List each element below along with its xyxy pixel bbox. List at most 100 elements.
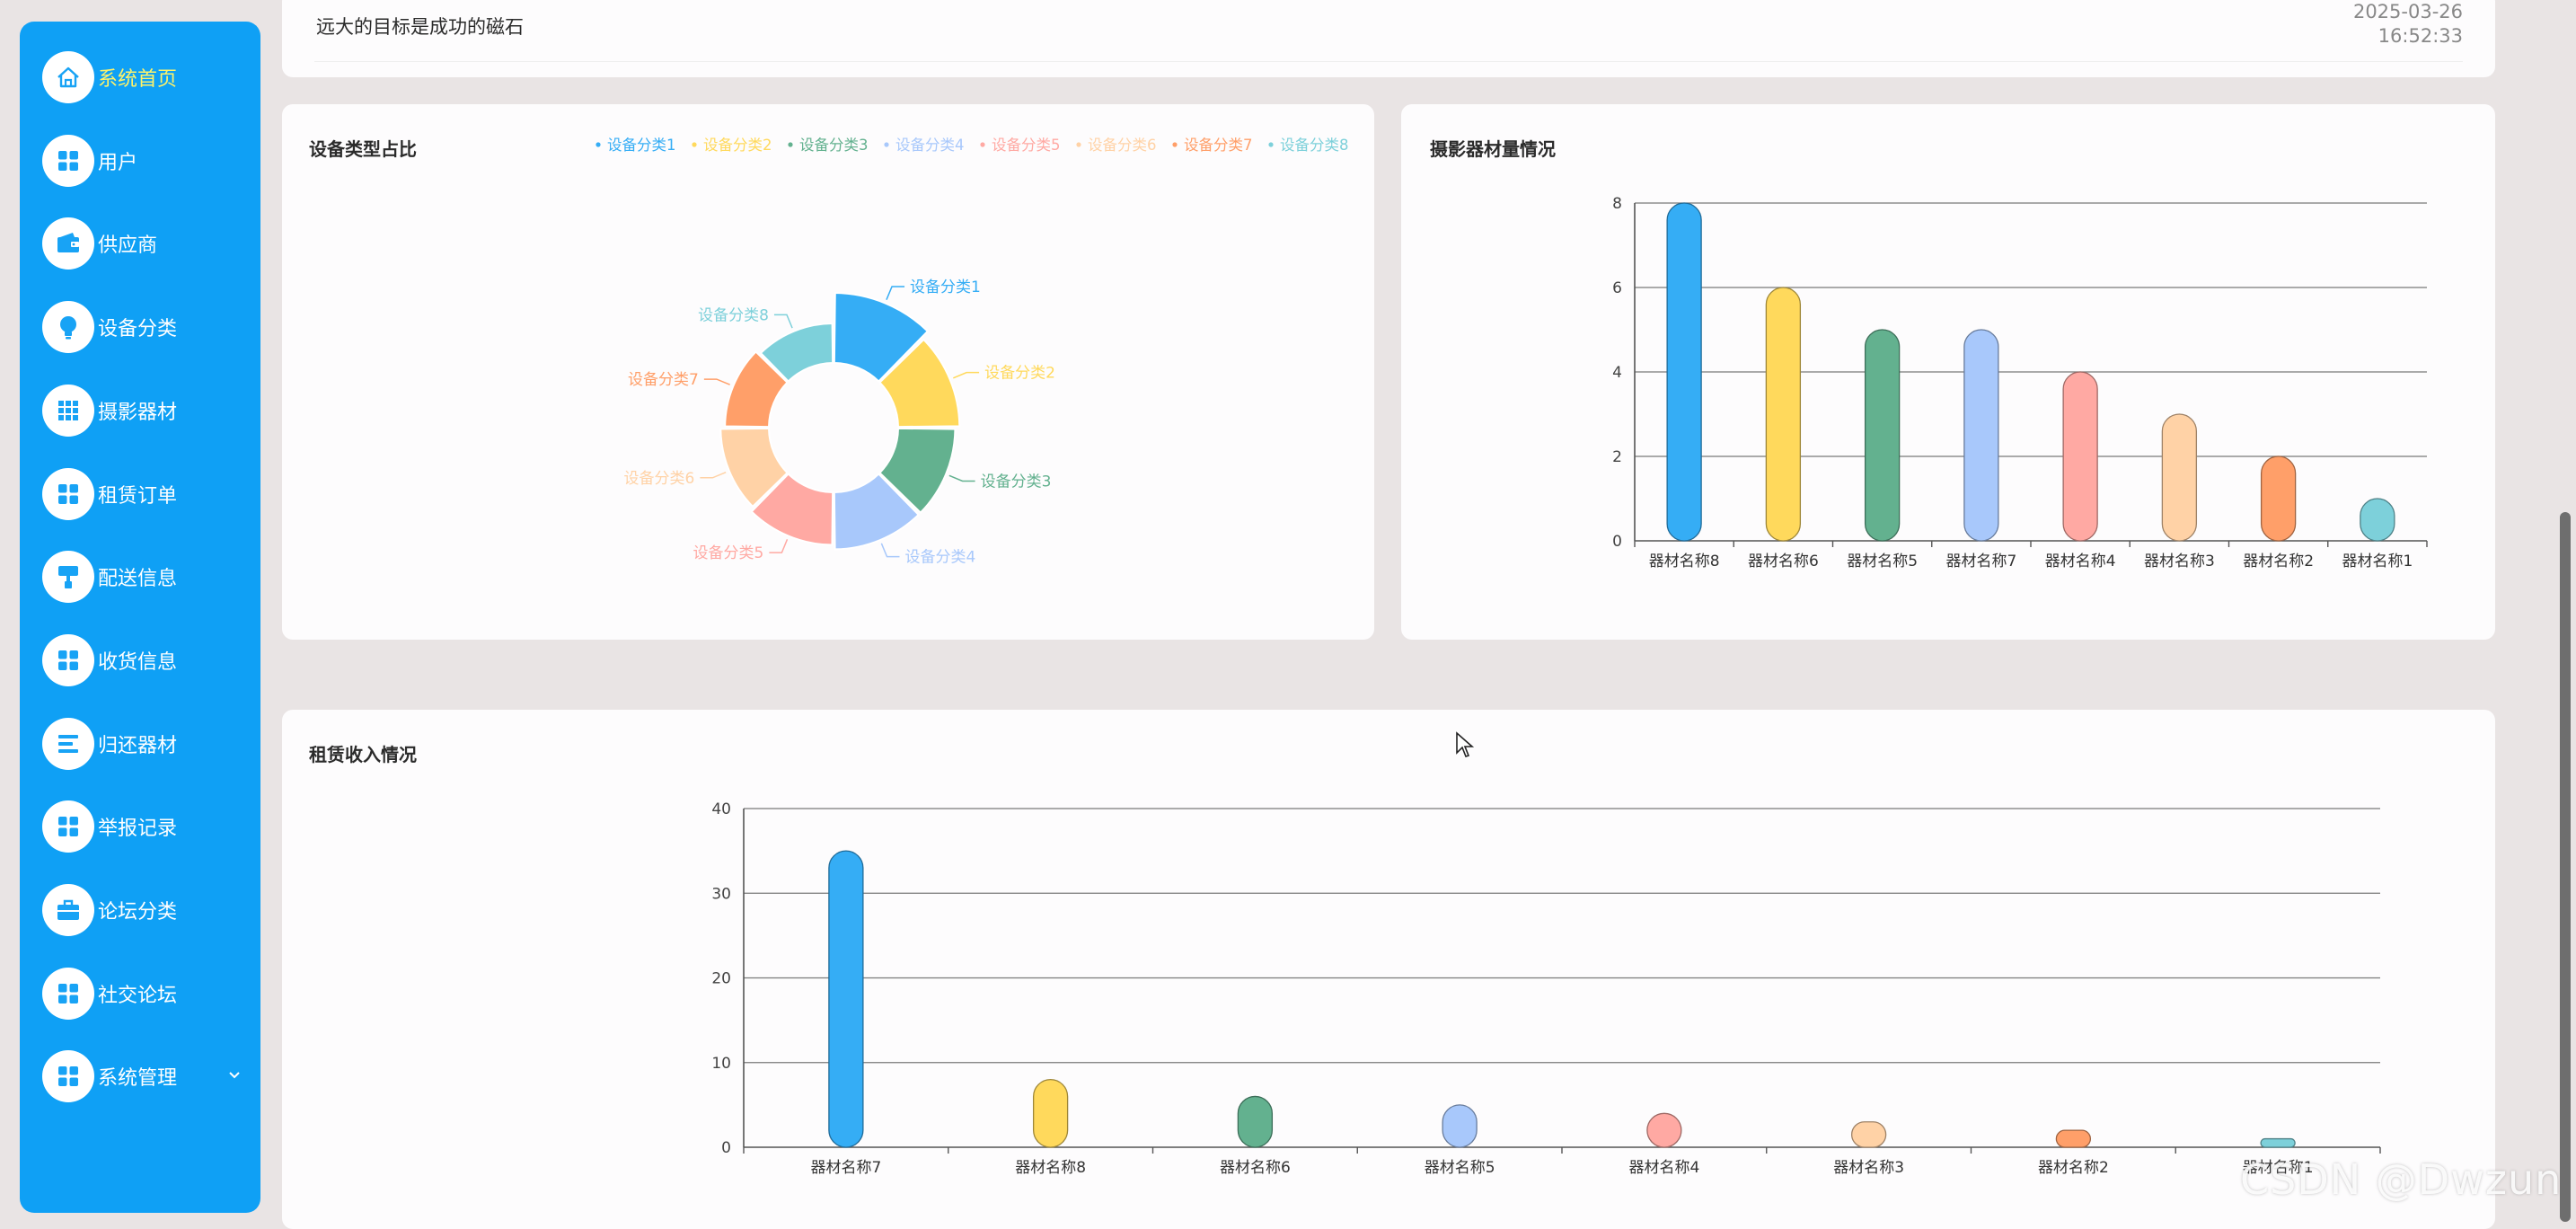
sidebar-item-5[interactable]: 摄影器材 xyxy=(42,383,249,438)
sidebar-item-label: 系统管理 xyxy=(98,1067,178,1091)
grid-icon xyxy=(42,1050,94,1103)
bulb-icon xyxy=(42,301,94,354)
notice-date: 2025-03-26 xyxy=(2352,1,2463,22)
sidebar-item-label: 举报记录 xyxy=(98,818,178,841)
pie-slice xyxy=(759,323,834,383)
sidebar-item-label: 设备分类 xyxy=(98,318,178,341)
equipment-bar-chart: 0 2 4 6 8 器材名称8 器材名称6 器材名称5 器材名称7 器材名称4 器材名称3 器材名称2… xyxy=(1612,195,2428,570)
equipment-chart-card: 摄影器材量情况 0 2 4 6 8 器材名称8 器材名称6 器材名称5 器材名称7 器材名称4 器材… xyxy=(1401,104,2495,640)
x-tick-label: 器材名称7 xyxy=(810,1159,881,1177)
sidebar-item-12[interactable]: 社交论坛 xyxy=(42,966,249,1021)
x-tick-label: 器材名称1 xyxy=(2342,553,2413,570)
y-tick-label: 2 xyxy=(1612,448,1622,466)
bar xyxy=(1237,1095,1274,1148)
sidebar-item-7[interactable]: 配送信息 xyxy=(42,549,249,605)
pie-slice xyxy=(878,427,957,514)
legend-entry[interactable]: 设备分类5 xyxy=(992,137,1061,154)
income-bar-chart: 0 10 20 30 40 器材名称7 器材名称8 器材名称6 器材名称5 器材名称4 器材名称3 器… xyxy=(711,800,2381,1177)
wallet-icon xyxy=(42,217,94,270)
bar xyxy=(1864,329,1901,542)
sidebar-item-8[interactable]: 收货信息 xyxy=(42,632,249,688)
pie-slice xyxy=(833,292,929,383)
pie-leader-line xyxy=(700,471,727,479)
legend-entry[interactable]: 设备分类8 xyxy=(1280,137,1349,154)
grid-icon xyxy=(42,467,94,520)
pie-leader-line xyxy=(880,543,900,558)
sidebar-item-9[interactable]: 归还器材 xyxy=(42,716,249,772)
pie-slice xyxy=(750,473,834,546)
sidebar-item-1[interactable]: 系统首页 xyxy=(42,49,249,105)
bar xyxy=(828,850,864,1148)
notice-timestamp: 2025-03-26 16:52:33 xyxy=(2353,0,2463,49)
legend-marker[interactable] xyxy=(1268,142,1274,147)
x-tick-label: 器材名称8 xyxy=(1015,1159,1086,1177)
sidebar-item-4[interactable]: 设备分类 xyxy=(42,299,249,355)
bar xyxy=(2260,455,2297,542)
bar xyxy=(1442,1104,1478,1148)
sidebar-item-11[interactable]: 论坛分类 xyxy=(42,882,249,938)
pie-chart-title: 设备类型占比 xyxy=(309,138,417,160)
legend-entry[interactable]: 设备分类4 xyxy=(895,137,965,154)
pie-slice-label: 设备分类7 xyxy=(628,371,699,389)
legend-entry[interactable]: 设备分类7 xyxy=(1184,137,1253,154)
x-tick-label: 器材名称4 xyxy=(2045,553,2116,570)
sidebar-item-label: 用户 xyxy=(98,151,138,174)
legend-marker[interactable] xyxy=(1076,142,1081,147)
sidebar-item-6[interactable]: 租赁订单 xyxy=(42,466,249,522)
sidebar-item-label: 论坛分类 xyxy=(98,901,178,924)
x-tick-label: 器材名称3 xyxy=(1833,1159,1904,1177)
sidebar-item-13[interactable]: 系统管理 xyxy=(42,1048,249,1104)
grid-icon xyxy=(42,134,94,187)
legend-entry[interactable]: 设备分类1 xyxy=(607,137,676,154)
x-tick-label: 器材名称8 xyxy=(1649,553,1720,570)
bar xyxy=(2055,1129,2092,1148)
grid-icon xyxy=(42,633,94,686)
pie-chart-card: 设备类型占比 设备分类1 设备分类2 设备分类3 设备分类4 设备分类5 设备分类6 设备分… xyxy=(282,104,1374,640)
pie-slice-label: 设备分类6 xyxy=(624,470,695,488)
pie-leader-line xyxy=(948,474,975,482)
page-scrollbar[interactable] xyxy=(2560,512,2571,1222)
pie-slice-label: 设备分类8 xyxy=(698,306,769,324)
sidebar-item-label: 收货信息 xyxy=(98,650,178,674)
notice-divider xyxy=(314,61,2463,62)
bar xyxy=(2360,498,2395,542)
legend-marker[interactable] xyxy=(980,142,985,147)
sidebar-item-10[interactable]: 举报记录 xyxy=(42,799,249,854)
pie-leader-line xyxy=(769,539,789,553)
home-icon xyxy=(42,51,94,103)
x-tick-label: 器材名称7 xyxy=(1945,553,2016,570)
sidebar-item-label: 摄影器材 xyxy=(98,401,178,424)
notice-text: 远大的目标是成功的磁石 xyxy=(316,16,524,38)
grid-icon xyxy=(42,800,94,853)
watermark: CSDN @Dwzun xyxy=(2240,1155,2563,1204)
y-tick-label: 30 xyxy=(711,885,731,903)
legend-entry[interactable]: 设备分类3 xyxy=(799,137,869,154)
x-tick-label: 器材名称6 xyxy=(1748,553,1819,570)
x-tick-label: 器材名称4 xyxy=(1628,1159,1699,1177)
pie-slice xyxy=(833,473,920,551)
sidebar-item-3[interactable]: 供应商 xyxy=(42,216,249,271)
legend-marker[interactable] xyxy=(595,142,601,147)
pie-leader-line xyxy=(703,378,730,385)
legend-marker[interactable] xyxy=(1172,142,1178,147)
list-icon xyxy=(42,717,94,770)
sidebar-item-label: 配送信息 xyxy=(98,568,178,591)
sidebar-item-label: 供应商 xyxy=(98,234,158,258)
y-tick-label: 40 xyxy=(711,800,731,818)
briefcase-icon xyxy=(42,884,94,936)
bar xyxy=(1666,202,1702,542)
legend-marker[interactable] xyxy=(692,142,697,147)
legend-marker[interactable] xyxy=(788,142,793,147)
legend-entry[interactable]: 设备分类6 xyxy=(1088,137,1157,154)
y-tick-label: 20 xyxy=(711,970,731,988)
legend-marker[interactable] xyxy=(884,142,889,147)
mouse-cursor-icon xyxy=(1456,731,1475,757)
sidebar-item-2[interactable]: 用户 xyxy=(42,133,249,189)
chevron-down-icon[interactable] xyxy=(225,1066,243,1084)
legend-entry[interactable]: 设备分类2 xyxy=(703,137,772,154)
bar xyxy=(1765,287,1802,542)
paint-roller-icon xyxy=(42,551,94,604)
sidebar: 系统首页用户供应商设备分类摄影器材租赁订单配送信息收货信息归还器材举报记录论坛分… xyxy=(20,22,260,1213)
pie-leader-line xyxy=(953,371,980,379)
bar xyxy=(2062,371,2098,542)
